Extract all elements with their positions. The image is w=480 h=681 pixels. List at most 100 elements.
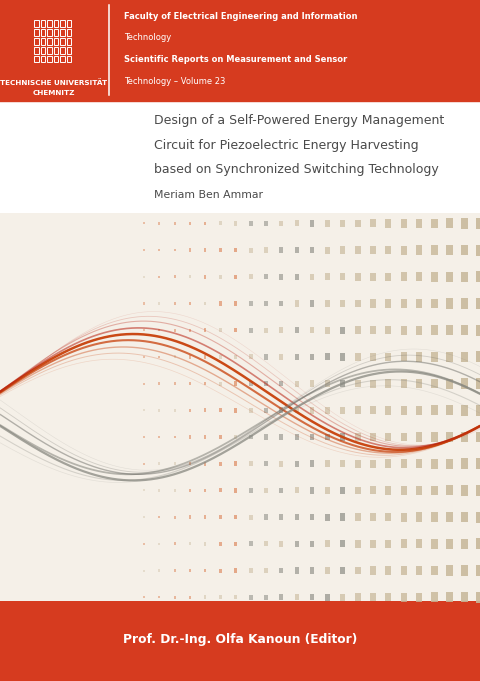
Bar xyxy=(249,515,252,520)
Bar xyxy=(60,20,65,27)
Bar xyxy=(461,405,468,415)
Bar xyxy=(370,593,376,601)
Bar xyxy=(385,299,391,308)
Bar xyxy=(174,542,176,545)
Bar xyxy=(461,218,468,229)
Bar xyxy=(461,592,468,603)
Bar xyxy=(295,460,299,466)
Bar xyxy=(234,595,237,599)
Bar xyxy=(219,248,222,252)
Bar xyxy=(174,302,176,305)
Bar xyxy=(0,101,480,213)
Bar xyxy=(279,300,284,306)
Bar xyxy=(234,569,237,573)
Bar xyxy=(234,408,237,413)
Bar xyxy=(234,541,237,546)
Bar xyxy=(340,567,345,574)
Bar xyxy=(41,20,45,27)
Bar xyxy=(355,540,360,548)
Bar xyxy=(416,299,422,308)
Bar xyxy=(416,406,422,415)
Bar xyxy=(264,354,268,360)
Bar xyxy=(325,353,330,360)
Bar xyxy=(219,569,222,573)
Bar xyxy=(249,434,252,439)
Bar xyxy=(158,462,160,465)
Bar xyxy=(249,221,252,226)
Bar xyxy=(249,274,252,279)
Bar xyxy=(295,567,299,573)
Text: Scientific Reports on Measurement and Sensor: Scientific Reports on Measurement and Se… xyxy=(124,55,347,64)
Bar xyxy=(310,353,314,360)
Text: CHEMNITZ: CHEMNITZ xyxy=(33,90,75,96)
Bar xyxy=(370,540,376,548)
Bar xyxy=(158,329,160,332)
Bar xyxy=(416,486,422,495)
Bar xyxy=(416,432,422,442)
Bar xyxy=(264,221,268,226)
Bar xyxy=(204,249,206,252)
Bar xyxy=(279,488,284,493)
Bar xyxy=(143,249,145,251)
Bar xyxy=(158,409,160,411)
Bar xyxy=(249,488,252,493)
Bar xyxy=(476,271,480,282)
Bar xyxy=(264,247,268,253)
Bar xyxy=(385,567,391,575)
Bar xyxy=(41,29,45,36)
Bar xyxy=(47,38,52,45)
Bar xyxy=(0,601,480,681)
Bar xyxy=(295,488,299,494)
Bar xyxy=(310,514,314,520)
Bar xyxy=(264,381,268,386)
Bar xyxy=(143,302,145,304)
Bar xyxy=(189,275,191,279)
Bar xyxy=(355,326,360,334)
Bar xyxy=(355,593,360,601)
Bar xyxy=(60,38,65,45)
Bar xyxy=(189,542,191,545)
Bar xyxy=(476,218,480,229)
Bar xyxy=(446,512,453,522)
Bar xyxy=(310,407,314,413)
Bar xyxy=(264,568,268,573)
Bar xyxy=(279,461,284,466)
Bar xyxy=(385,406,391,415)
Bar xyxy=(204,595,206,599)
Bar xyxy=(189,382,191,385)
Bar xyxy=(446,272,453,282)
Bar xyxy=(219,302,222,306)
Bar xyxy=(340,247,345,254)
Bar xyxy=(476,351,480,362)
Bar xyxy=(60,47,65,54)
Bar xyxy=(385,272,391,281)
Bar xyxy=(355,380,360,387)
Bar xyxy=(67,38,71,45)
Bar xyxy=(279,568,284,573)
Bar xyxy=(189,355,191,358)
Bar xyxy=(279,595,284,600)
Bar xyxy=(385,593,391,601)
Bar xyxy=(54,38,59,45)
Bar xyxy=(400,379,407,388)
Bar xyxy=(400,566,407,575)
Bar xyxy=(234,274,237,279)
Bar xyxy=(416,272,422,281)
Bar xyxy=(446,325,453,335)
Bar xyxy=(461,565,468,575)
Bar xyxy=(325,594,330,601)
Bar xyxy=(370,486,376,494)
Text: TECHNISCHE UNIVERSITÄT: TECHNISCHE UNIVERSITÄT xyxy=(0,79,108,86)
Bar xyxy=(446,379,453,389)
Bar xyxy=(143,490,145,492)
Bar xyxy=(340,407,345,414)
Bar xyxy=(204,409,206,412)
Bar xyxy=(204,221,206,225)
Bar xyxy=(340,327,345,334)
Bar xyxy=(461,272,468,282)
Bar xyxy=(385,219,391,227)
Bar xyxy=(340,487,345,494)
Bar xyxy=(41,56,45,63)
Bar xyxy=(325,380,330,387)
Bar xyxy=(249,568,252,573)
